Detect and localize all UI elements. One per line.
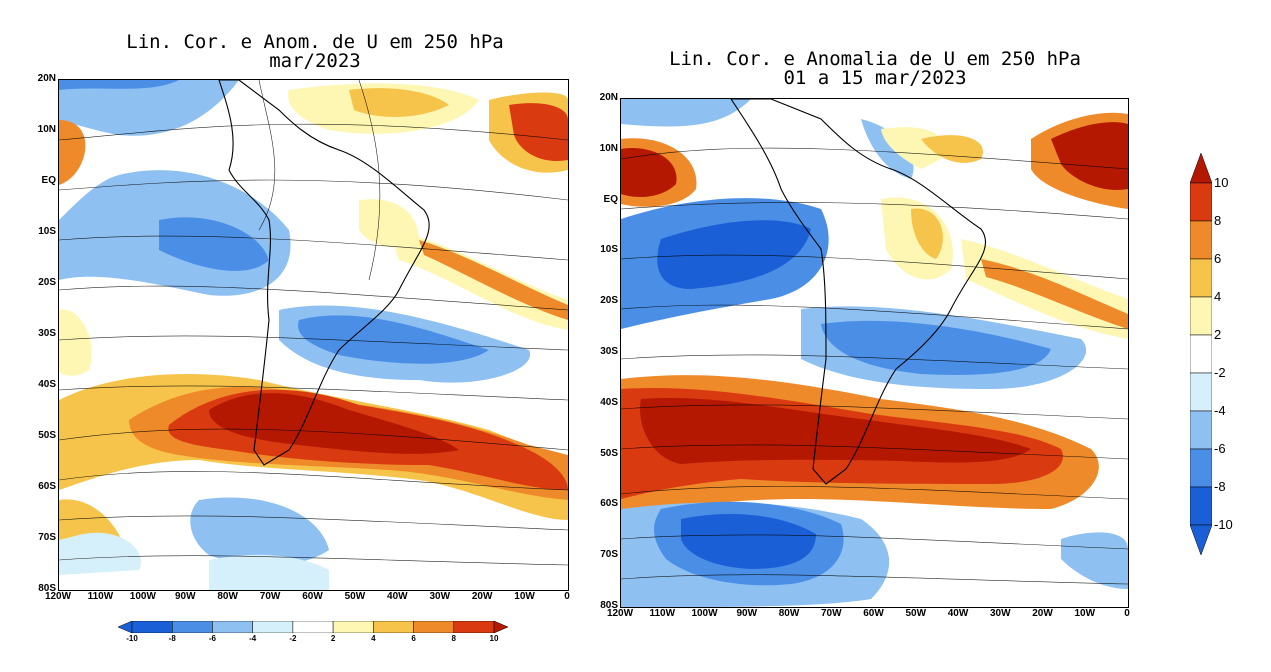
- colorbar-cell: [292, 621, 334, 633]
- lon-label: 10W: [1074, 608, 1096, 619]
- lon-label: 120W: [44, 591, 72, 602]
- lat-label: 20S: [38, 277, 56, 288]
- lat-label: 20N: [599, 92, 618, 103]
- panel2-title: Lin. Cor. e Anomalia de U em 250 hPa 01 …: [620, 50, 1130, 88]
- colorbar-label: 6: [1214, 251, 1222, 266]
- lat-label: 10S: [38, 226, 56, 237]
- colorbar-label: 2: [330, 634, 336, 643]
- lat-label: 60S: [38, 481, 56, 492]
- lon-label: 50W: [905, 608, 927, 619]
- lon-label: 10W: [514, 591, 535, 602]
- lon-label: 60W: [863, 608, 884, 619]
- lat-label: 30S: [600, 346, 618, 357]
- colorbar-cell: [171, 621, 213, 633]
- lon-label: 0: [564, 591, 570, 602]
- lon-label: 20W: [471, 591, 493, 602]
- lat-label: 20S: [600, 295, 618, 307]
- lon-label: 120W: [606, 608, 634, 619]
- colorbar-cell: [131, 621, 173, 633]
- lat-label: 60S: [600, 498, 618, 510]
- colorbar-label: 6: [411, 634, 416, 643]
- lon-label: 70W: [259, 591, 281, 602]
- panel2-map: [620, 98, 1129, 608]
- colorbar-cell: [1190, 334, 1212, 374]
- colorbar-cell: [252, 621, 294, 633]
- colorbar-cell: [1190, 372, 1212, 412]
- colorbar-label: -6: [208, 634, 216, 643]
- lat-label: 10N: [599, 142, 618, 154]
- lon-label: 70W: [820, 608, 842, 619]
- lon-label: 50W: [344, 591, 366, 602]
- lon-label: 90W: [174, 591, 196, 602]
- panel1-map: [58, 79, 569, 591]
- colorbar-label: 8: [1214, 213, 1222, 228]
- lon-label: 80W: [217, 591, 238, 602]
- colorbar-label: 4: [371, 634, 376, 643]
- lon-label: 40W: [947, 608, 969, 619]
- lon-label: 30W: [429, 591, 451, 602]
- colorbar-cell: [212, 621, 253, 633]
- colorbar-label: -2: [289, 634, 297, 643]
- lon-label: 90W: [736, 608, 758, 619]
- lat-label: 70S: [600, 549, 618, 561]
- lat-label: 10S: [600, 244, 618, 256]
- colorbar-cell: [413, 621, 455, 633]
- lon-label: 0: [1124, 608, 1130, 619]
- lon-label: 110W: [87, 591, 114, 602]
- panel2-title-line2: 01 a 15 mar/2023: [783, 67, 967, 89]
- lat-label: 80S: [600, 600, 618, 611]
- lat-label: 10N: [37, 124, 56, 135]
- colorbar-cell: [1190, 258, 1212, 298]
- lat-label: 40S: [38, 379, 56, 390]
- colorbar-label: -4: [249, 634, 257, 643]
- colorbar-cell: [373, 621, 414, 633]
- colorbar-label: -4: [1214, 403, 1226, 418]
- lat-label: 80S: [38, 583, 56, 594]
- lat-label: EQ: [603, 193, 618, 205]
- horizontal-colorbar: [118, 621, 508, 633]
- lon-label: 100W: [691, 608, 718, 619]
- colorbar-label: -8: [168, 634, 176, 643]
- colorbar-label: 4: [1214, 289, 1222, 304]
- panel1-title-line1: Lin. Cor. e Anom. de U em 250 hPa: [126, 31, 504, 53]
- vertical-colorbar: [1190, 153, 1212, 555]
- colorbar-label: 8: [451, 634, 456, 643]
- panel1-title-line2: mar/2023: [269, 50, 361, 72]
- lon-label: 30W: [989, 608, 1011, 619]
- lon-label: 100W: [129, 591, 156, 602]
- lat-label: 30S: [38, 328, 56, 339]
- colorbar-cell: [453, 621, 495, 633]
- colorbar-cell: [1190, 410, 1212, 450]
- colorbar-label: 2: [1214, 327, 1222, 342]
- colorbar-cell: [1190, 448, 1212, 488]
- lon-label: 110W: [649, 608, 676, 619]
- panel1-title: Lin. Cor. e Anom. de U em 250 hPa mar/20…: [60, 33, 570, 71]
- colorbar-label: 10: [489, 634, 499, 643]
- colorbar-label: -10: [126, 634, 138, 643]
- lat-label: 20N: [37, 73, 56, 84]
- colorbar-cell: [332, 621, 374, 633]
- lon-label: 20W: [1032, 608, 1053, 619]
- lat-label: EQ: [41, 175, 56, 186]
- colorbar-label: -6: [1214, 441, 1226, 456]
- lat-label: 70S: [38, 532, 56, 543]
- colorbar-cell: [1190, 486, 1212, 526]
- colorbar-cell: [1190, 296, 1212, 336]
- colorbar-label: 10: [1214, 175, 1229, 190]
- lat-label: 50S: [600, 447, 618, 459]
- lat-label: 40S: [600, 396, 618, 408]
- colorbar-cell: [1190, 220, 1212, 260]
- lon-label: 80W: [778, 608, 800, 619]
- colorbar-label: -8: [1214, 479, 1226, 494]
- lon-label: 60W: [302, 591, 323, 602]
- lat-label: 50S: [38, 430, 56, 441]
- colorbar-label: -2: [1214, 365, 1226, 380]
- colorbar-cell: [1190, 182, 1212, 222]
- panel2-title-line1: Lin. Cor. e Anomalia de U em 250 hPa: [669, 48, 1081, 70]
- lon-label: 40W: [387, 591, 408, 602]
- colorbar-label: -10: [1214, 517, 1233, 532]
